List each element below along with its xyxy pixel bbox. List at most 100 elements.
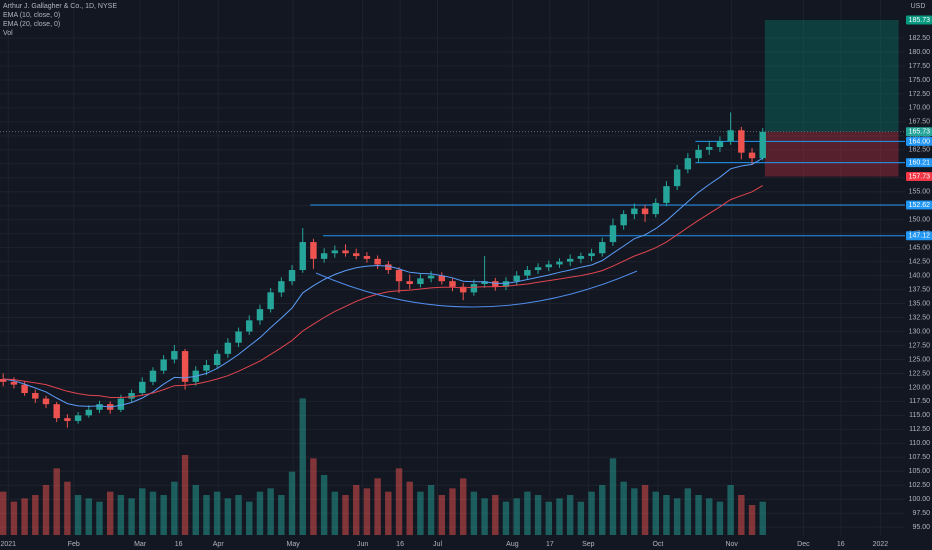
candle-body [288, 270, 296, 282]
y-tick-label: 150.00 [909, 217, 931, 224]
candle-body [160, 359, 167, 371]
volume-bar [748, 505, 756, 535]
candle-body [609, 225, 617, 243]
x-tick-label: 16 [396, 541, 404, 548]
candle-body [32, 393, 39, 399]
candle-body [748, 152, 756, 159]
candle-body [395, 270, 403, 282]
volume-bar [21, 498, 28, 535]
legend-entry: EMA (20, close, 0) [3, 21, 60, 28]
candle-body [620, 214, 627, 226]
y-tick-label: 107.50 [909, 454, 931, 461]
volume-bar [128, 498, 135, 535]
y-tick-label: 167.50 [909, 119, 931, 126]
candle-body [481, 281, 488, 284]
y-tick-label: 170.00 [909, 105, 931, 112]
price-label: 185.73 [909, 17, 931, 24]
time-axis [0, 535, 932, 550]
volume-bar [663, 495, 670, 535]
volume-bar [299, 398, 306, 535]
y-tick-label: 140.00 [909, 272, 931, 279]
candle-body [96, 404, 103, 410]
x-tick-label: Oct [652, 541, 663, 548]
candle-body [716, 141, 724, 148]
volume-bar [492, 495, 499, 535]
overlay [0, 19, 905, 237]
chart-title: Arthur J. Gallagher & Co., 1D, NYSE [3, 3, 117, 10]
volume-bar [631, 488, 638, 535]
candle-body [117, 398, 125, 410]
candle-body [738, 130, 745, 153]
y-tick-label: 120.00 [909, 384, 931, 391]
y-tick-label: 155.00 [909, 189, 931, 196]
y-tick-label: 180.00 [909, 49, 931, 56]
volume-bar [342, 495, 349, 535]
candle-body [684, 158, 692, 170]
legend-entry: EMA (10, close, 0) [3, 12, 60, 19]
volume-bar [395, 468, 403, 535]
y-tick-label: 97.50 [912, 510, 930, 517]
volume-bar [716, 501, 724, 535]
x-tick-label: 16 [175, 541, 183, 548]
legend-entry: Vol [3, 30, 13, 37]
x-tick-label: 17 [546, 541, 554, 548]
volume-bar [459, 478, 467, 535]
volume-bar [181, 455, 189, 535]
volume-bar [117, 495, 125, 535]
price-label-bg [906, 136, 932, 146]
candle-body [181, 351, 189, 382]
volume-bar [427, 485, 435, 535]
y-tick-label: 145.00 [909, 244, 931, 251]
y-tick-label: 125.00 [909, 356, 931, 363]
volume-bar [374, 478, 381, 535]
volume-bar [267, 488, 274, 535]
volume-bar [85, 498, 92, 535]
candle-body [10, 381, 18, 385]
volume-bar [278, 495, 285, 535]
candle-body [53, 404, 60, 419]
candle-body [406, 281, 413, 284]
candle-body [556, 261, 563, 265]
y-tick-label: 100.00 [909, 496, 931, 503]
price-label: 165.73 [909, 129, 931, 136]
legend: Arthur J. Gallagher & Co., 1D, NYSE EMA … [3, 3, 117, 37]
candle-body [342, 250, 349, 254]
candle-body [513, 275, 520, 282]
candle-body [641, 208, 649, 215]
ema-line [3, 185, 763, 398]
x-tick-label: Sep [582, 541, 595, 548]
x-tick-label: Nov [725, 541, 738, 548]
candle-body [299, 242, 306, 271]
candle-body [459, 286, 467, 293]
y-tick-label: 172.50 [909, 91, 931, 98]
candle-body [203, 365, 210, 371]
candle-body [631, 208, 638, 215]
y-tick-label: 102.50 [909, 482, 931, 489]
candle-body [320, 253, 328, 259]
volume-bar [545, 501, 552, 535]
x-tick-label: 16 [837, 541, 845, 548]
volume-bar [534, 495, 542, 535]
volume-bar [438, 495, 446, 535]
candle-body [502, 281, 510, 287]
candle-body [385, 264, 392, 271]
candle-body [727, 130, 734, 142]
volume-bar [695, 495, 702, 535]
x-tick-label: 2021 [0, 541, 16, 548]
volume-bar [64, 481, 71, 535]
candle-body [0, 379, 7, 382]
volume-bar [706, 498, 713, 535]
candle-body [599, 242, 606, 254]
volume-bar [171, 481, 178, 535]
volume-bar [502, 501, 510, 535]
volume-bar [74, 495, 82, 535]
volume-bar [213, 491, 221, 535]
volume-bar [353, 485, 360, 535]
volume-bar [417, 491, 424, 535]
y-tick-label: 137.50 [909, 286, 931, 293]
candle-body [224, 342, 232, 354]
price-label-bg [906, 15, 932, 25]
y-tick-label: 130.00 [909, 328, 931, 335]
candle-body [267, 292, 274, 310]
